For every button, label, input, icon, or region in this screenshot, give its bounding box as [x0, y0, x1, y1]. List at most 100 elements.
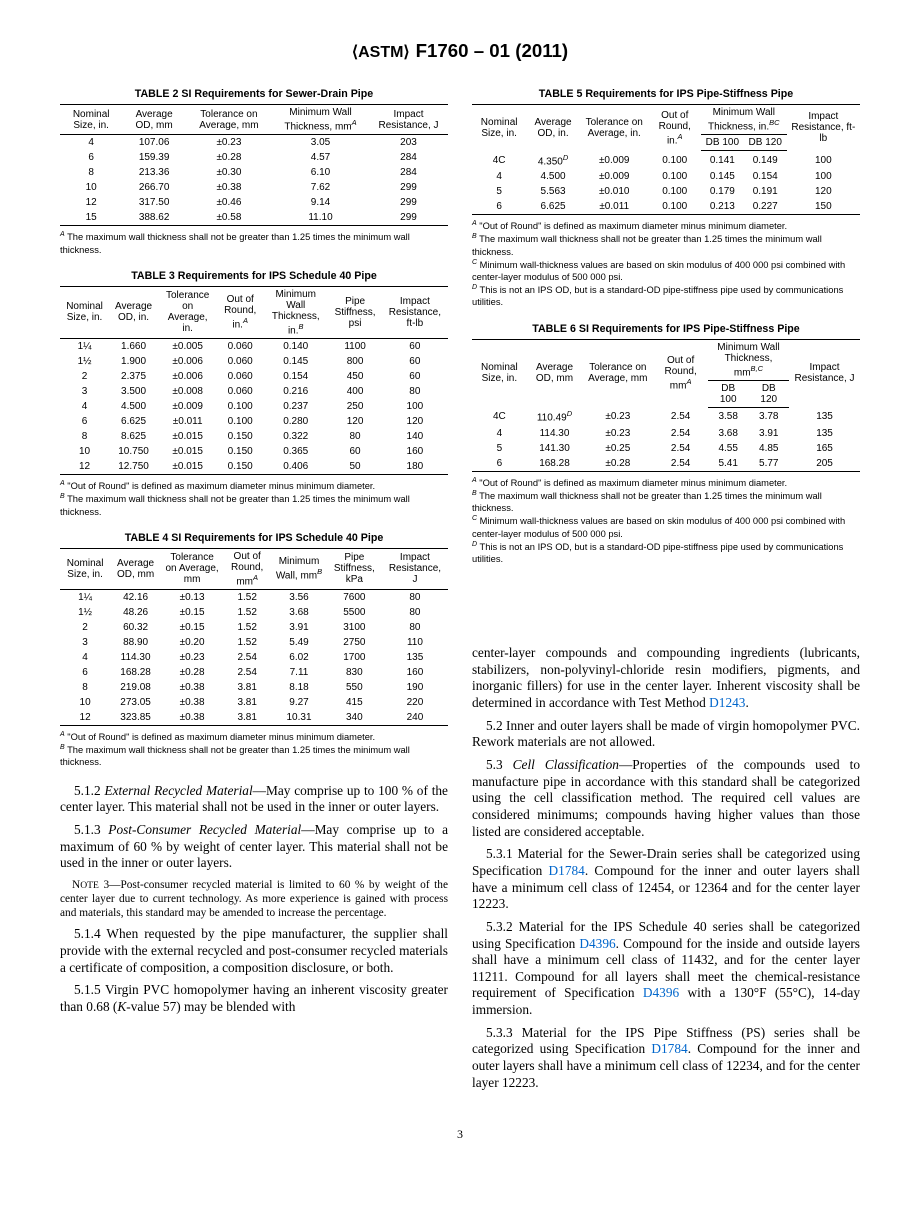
- table-cell: 2.54: [653, 426, 708, 441]
- table-cell: 2.375: [109, 369, 158, 384]
- table-cell: 135: [789, 407, 860, 425]
- table-cell: 3.81: [223, 680, 271, 695]
- table-cell: 60: [328, 444, 381, 459]
- table-cell: 1100: [328, 339, 381, 355]
- link-d1784[interactable]: D1784: [549, 863, 585, 878]
- col-h: Tolerance on Average, in.: [158, 286, 217, 338]
- table-cell: 213.36: [122, 165, 186, 180]
- table-cell: 0.060: [217, 339, 263, 355]
- para-5.1.5b: center-layer compounds and compounding i…: [472, 645, 860, 712]
- table-cell: 168.28: [527, 456, 583, 472]
- table-cell: 0.141: [701, 151, 744, 169]
- col-h: Impact Resistance, J: [382, 548, 448, 589]
- table-cell: 205: [789, 456, 860, 472]
- table-cell: 4C: [472, 407, 527, 425]
- table-cell: 3.91: [748, 426, 789, 441]
- table-cell: 88.90: [110, 635, 161, 650]
- link-d1243[interactable]: D1243: [709, 695, 745, 710]
- para-5.3.2: 5.3.2 Material for the IPS Schedule 40 s…: [472, 919, 860, 1019]
- link-d1784b[interactable]: D1784: [651, 1041, 687, 1056]
- col-h: Tolerance on Average, mm: [161, 548, 223, 589]
- table-cell: 3.68: [271, 605, 327, 620]
- table-cell: ±0.38: [186, 180, 272, 195]
- table-cell: 0.191: [744, 184, 787, 199]
- table-cell: ±0.23: [582, 407, 653, 425]
- table-cell: 0.154: [744, 169, 787, 184]
- table-cell: 10: [60, 180, 122, 195]
- table-cell: 2.54: [223, 650, 271, 665]
- table-cell: ±0.015: [158, 444, 217, 459]
- table-cell: 1½: [60, 354, 109, 369]
- table-cell: 0.060: [217, 384, 263, 399]
- table-cell: 0.145: [701, 169, 744, 184]
- table-cell: ±0.28: [161, 665, 223, 680]
- table-cell: 1½: [60, 605, 110, 620]
- table-cell: ±0.010: [580, 184, 649, 199]
- table-cell: 0.322: [263, 429, 328, 444]
- table-cell: 60.32: [110, 620, 161, 635]
- table-cell: 6: [60, 150, 122, 165]
- table-cell: 11.10: [272, 210, 369, 226]
- table-cell: 0.060: [217, 369, 263, 384]
- table-cell: 4C: [472, 151, 526, 169]
- table-cell: 100: [787, 169, 860, 184]
- table-cell: 1.900: [109, 354, 158, 369]
- para-5.1.5a: 5.1.5 Virgin PVC homopolymer having an i…: [60, 982, 448, 1015]
- table-cell: 3: [60, 384, 109, 399]
- col-h: Impact Resistance, ft-lb: [382, 286, 448, 338]
- note-3: NOTE 3—Post-consumer recycled material i…: [60, 878, 448, 920]
- table-cell: 4: [60, 399, 109, 414]
- table-cell: 3.58: [708, 407, 749, 425]
- col-h: Minimum Wall Thickness, mmA: [272, 105, 369, 135]
- table-cell: 6.625: [109, 414, 158, 429]
- table-cell: 160: [382, 444, 448, 459]
- table-cell: 1.52: [223, 605, 271, 620]
- table4: Nominal Size, in. Average OD, mm Toleran…: [60, 548, 448, 726]
- table-cell: 2.54: [653, 456, 708, 472]
- table-cell: 3.05: [272, 135, 369, 151]
- para-5.3.3: 5.3.3 Material for the IPS Pipe Stiffnes…: [472, 1025, 860, 1092]
- table-cell: 10.31: [271, 710, 327, 726]
- table-cell: 8.18: [271, 680, 327, 695]
- table-cell: 135: [789, 426, 860, 441]
- table-cell: 299: [369, 180, 448, 195]
- table-cell: 4.350D: [526, 151, 580, 169]
- link-d4396b[interactable]: D4396: [643, 985, 679, 1000]
- table-cell: 135: [382, 650, 448, 665]
- table-cell: 6: [472, 199, 526, 215]
- link-d4396a[interactable]: D4396: [579, 936, 615, 951]
- astm-logo: ⟨ASTM⟩: [352, 42, 410, 62]
- table-cell: ±0.38: [161, 680, 223, 695]
- table-cell: ±0.20: [161, 635, 223, 650]
- table-cell: ±0.009: [580, 151, 649, 169]
- table-cell: ±0.23: [161, 650, 223, 665]
- table-cell: 0.150: [217, 444, 263, 459]
- table-cell: 4: [472, 426, 527, 441]
- table-cell: ±0.46: [186, 195, 272, 210]
- table-cell: 180: [382, 459, 448, 475]
- table-cell: 299: [369, 210, 448, 226]
- table-cell: 120: [328, 414, 381, 429]
- table-cell: 114.30: [110, 650, 161, 665]
- table-cell: 6: [60, 665, 110, 680]
- table-cell: 1.52: [223, 635, 271, 650]
- table6-footnotes: A "Out of Round" is defined as maximum d…: [472, 476, 860, 565]
- table-cell: 0.100: [649, 169, 701, 184]
- table-cell: 0.154: [263, 369, 328, 384]
- table-cell: 0.150: [217, 459, 263, 475]
- table-cell: 0.280: [263, 414, 328, 429]
- col-h: Minimum Wall Thickness, in.B: [263, 286, 328, 338]
- table-cell: 168.28: [110, 665, 161, 680]
- table-cell: 5: [472, 441, 527, 456]
- table3-footnotes: A "Out of Round" is defined as maximum d…: [60, 479, 448, 518]
- table-cell: 12.750: [109, 459, 158, 475]
- table2: Nominal Size, in. Average OD, mm Toleran…: [60, 104, 448, 226]
- page-number: 3: [60, 1127, 860, 1142]
- table-cell: ±0.30: [186, 165, 272, 180]
- spec-code: F1760 – 01 (2011): [416, 40, 568, 61]
- page-header: ⟨ASTM⟩ F1760 – 01 (2011): [60, 40, 860, 62]
- table-cell: 5.77: [748, 456, 789, 472]
- table-cell: 0.150: [217, 429, 263, 444]
- table-cell: 1¼: [60, 339, 109, 355]
- table-cell: 3.68: [708, 426, 749, 441]
